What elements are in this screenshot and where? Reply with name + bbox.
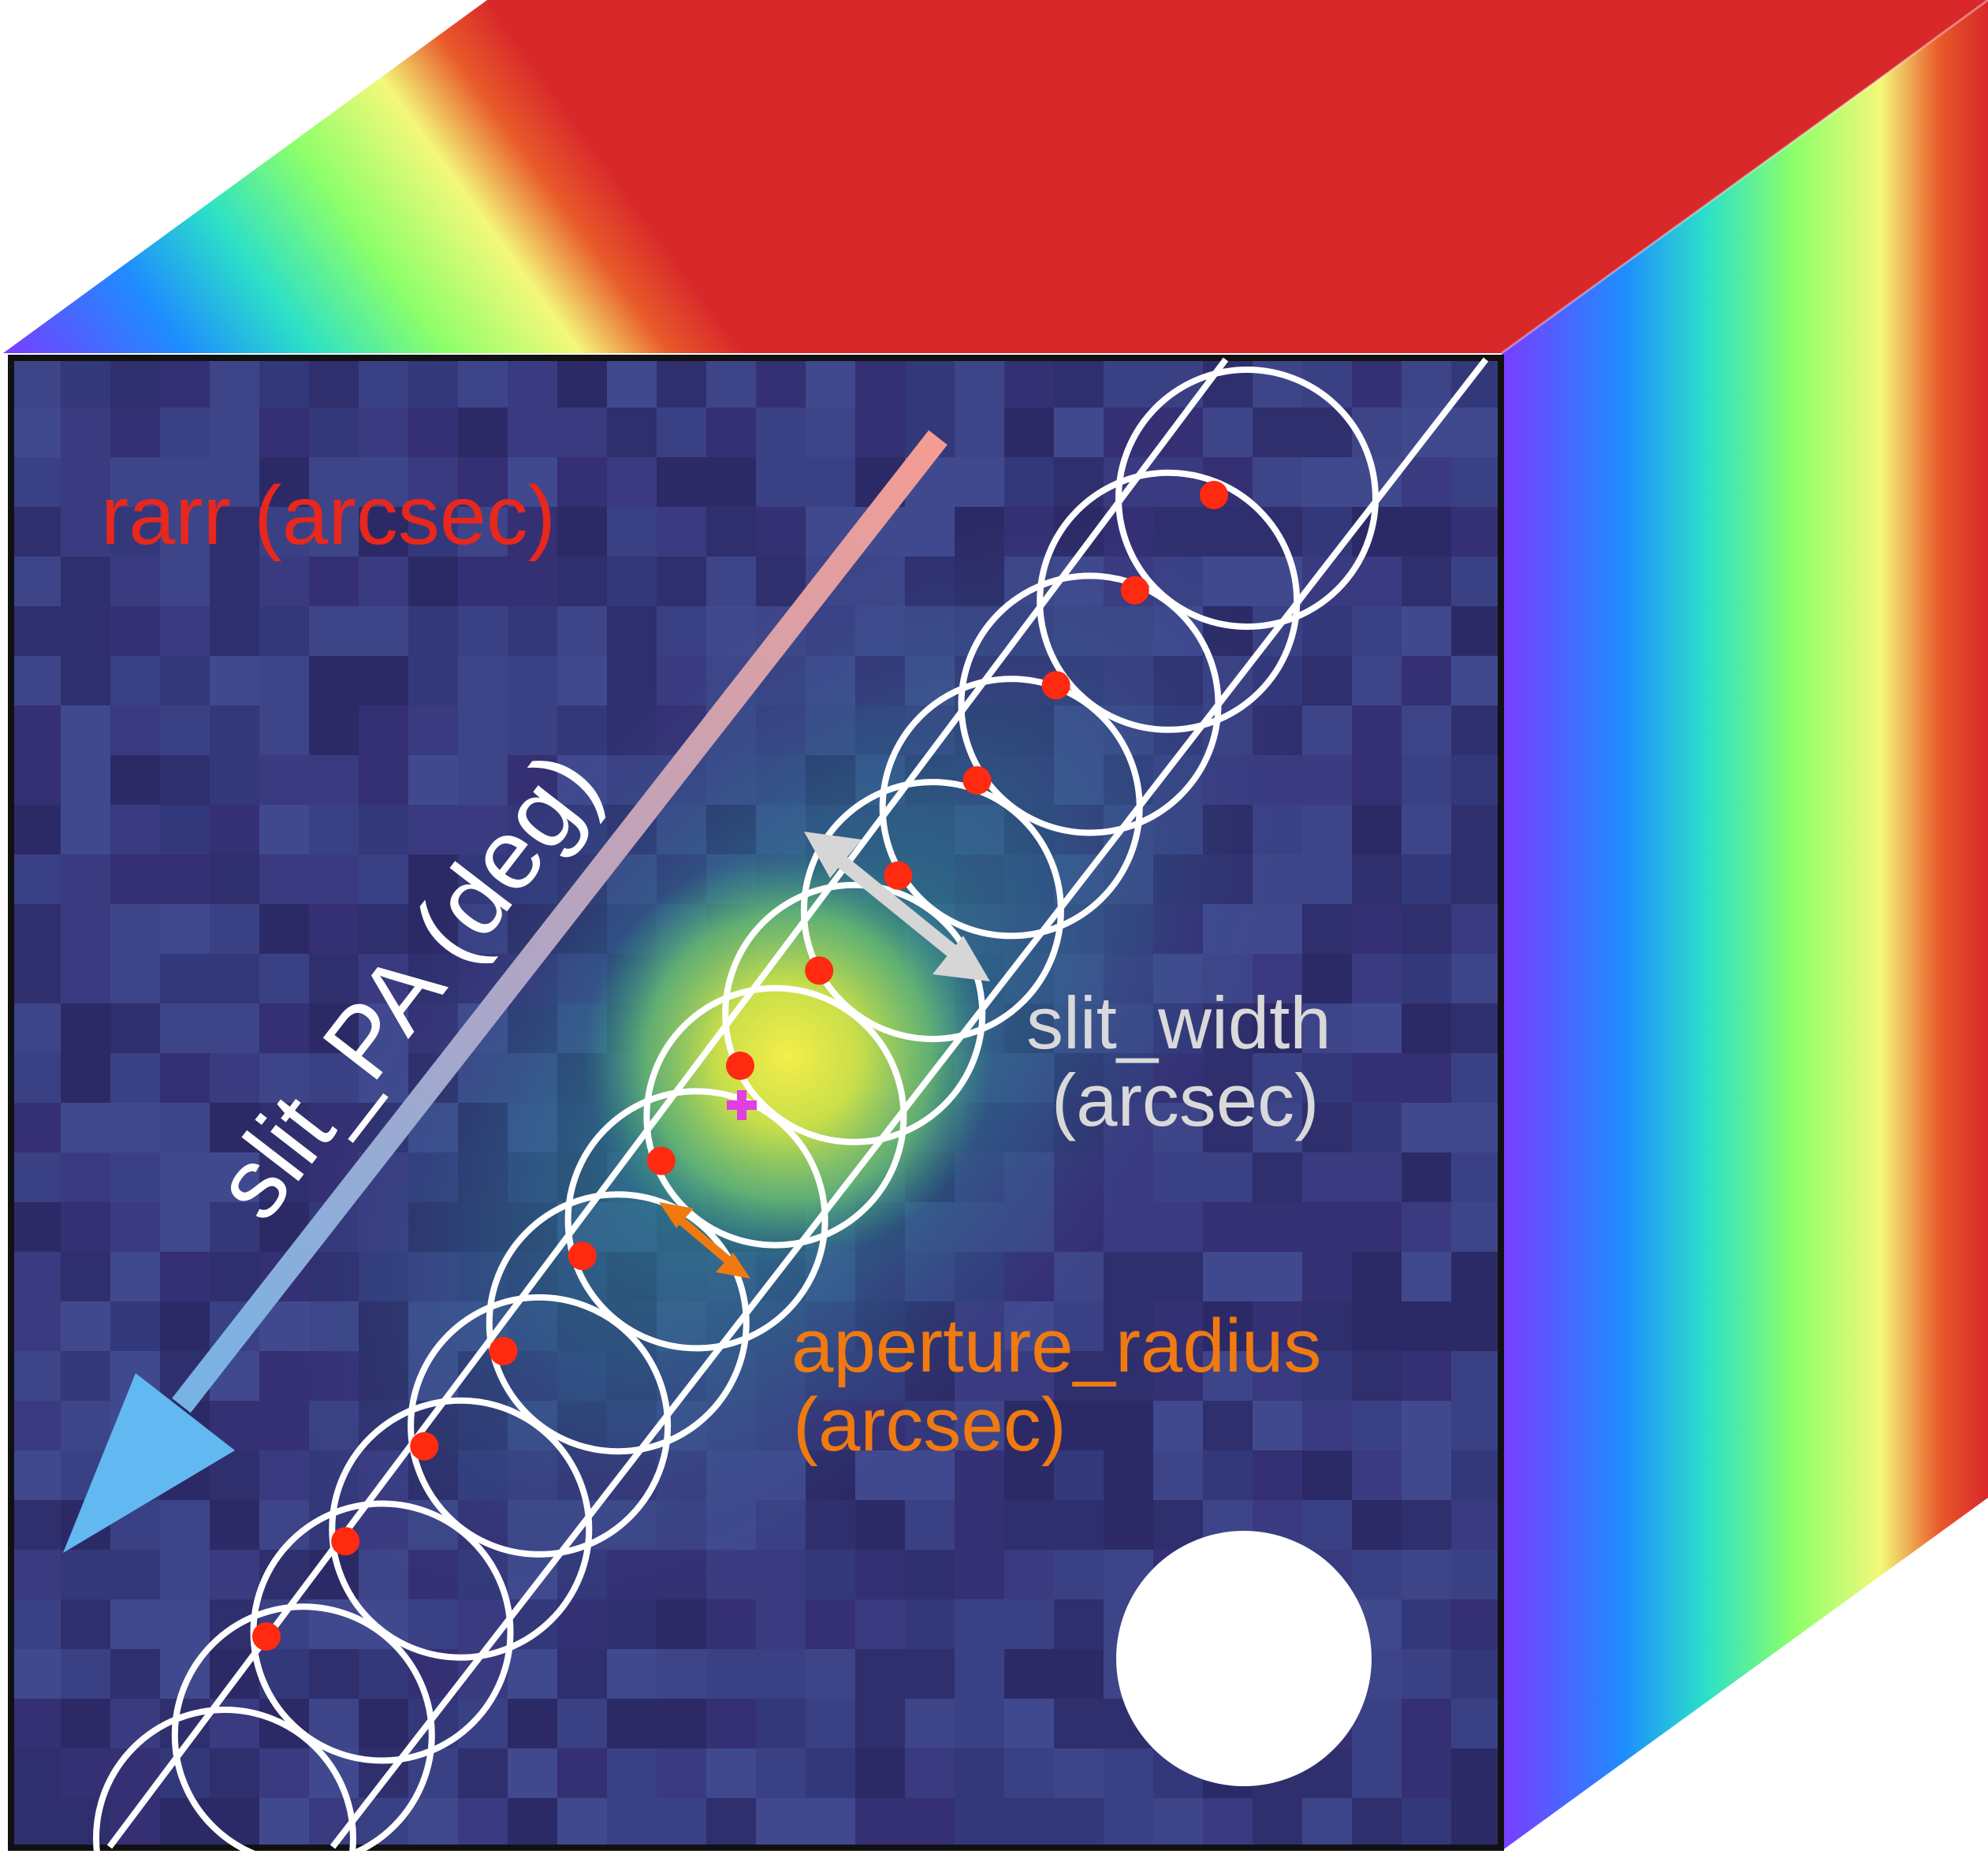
aperture-center-marker [1041,671,1070,700]
aperture-circle [329,1397,593,1661]
aperture-radius-label: aperture_radius (arcsec) [791,1304,1342,1467]
aperture-center-marker [252,1622,281,1651]
aperture-circle [486,1191,750,1455]
slit-pa-arrow [63,430,947,1553]
aperture-circle [93,1707,356,1854]
aperture-circle [879,676,1143,940]
aperture-circle [408,1294,672,1558]
aperture-circle [958,572,1222,836]
slit-width-arrow [804,832,990,981]
cube-side-face [1502,0,1988,1851]
aperture-center-marker [568,1242,597,1271]
aperture-center-marker [962,766,992,795]
slit-width-label: slit_width (arcsec) [1026,981,1352,1141]
aperture-center-marker [331,1527,360,1556]
aperture-circle [643,985,907,1249]
aperture-circle [1037,469,1301,733]
aperture-circle [171,1603,435,1854]
aperture-center-marker [410,1431,439,1461]
aperture-center-marker [646,1146,676,1175]
aperture-center-marker [1120,575,1149,605]
aperture-center-marker [805,956,834,985]
aperture-circle [1115,367,1379,630]
slit [93,357,1489,1854]
aperture-circle [800,779,1064,1043]
cube-top-face [3,0,1988,353]
aperture-center-marker [1200,481,1228,509]
aperture-markers [252,481,1228,1651]
aperture-circles [93,367,1379,1854]
aperture-center-marker [489,1337,518,1365]
aperture-center-marker [726,1052,754,1080]
aperture-center-marker [884,861,913,890]
aperture-radius-arrow [659,1202,750,1279]
plus-marker-icon [727,1090,757,1120]
rarr-label: rarr (arcsec) [101,469,556,562]
front-face-border [8,355,1504,1851]
aperture-circle [722,881,986,1145]
psf-disk-icon [1116,1531,1372,1786]
aperture-circle [564,1088,828,1352]
